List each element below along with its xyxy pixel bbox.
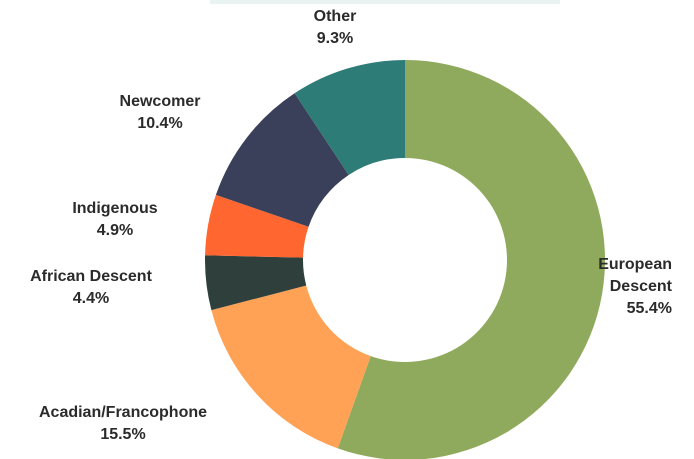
slice-acadian-francophone (211, 285, 371, 449)
slice-value-acadian-francophone: 15.5% (100, 426, 146, 443)
slice-label-acadian-francophone: Acadian/Francophone 15.5% (12, 402, 234, 446)
slice-name-african-descent: African Descent (30, 268, 152, 285)
slice-value-european-descent: 55.4% (626, 300, 672, 317)
slice-name-acadian-francophone: Acadian/Francophone (38, 404, 208, 421)
slice-value-newcomer: 10.4% (137, 115, 183, 132)
slice-african-descent (205, 255, 307, 311)
slice-name-other: Other (313, 8, 357, 25)
slice-name-european-descent-line1: European (598, 256, 672, 273)
slice-other (294, 60, 405, 175)
slice-value-indigenous: 4.9% (96, 222, 134, 239)
top-decorative-strip (210, 0, 560, 4)
slice-newcomer (215, 93, 349, 227)
slice-value-other: 9.3% (316, 30, 354, 47)
slice-label-newcomer: Newcomer 10.4% (90, 91, 230, 135)
slice-indigenous (205, 194, 309, 258)
slice-label-indigenous: Indigenous 4.9% (40, 198, 190, 242)
slice-name-european-descent-line2: Descent (609, 278, 672, 295)
slice-label-african-descent: African Descent 4.4% (5, 266, 177, 310)
slice-label-other: Other 9.3% (285, 6, 385, 50)
slice-name-newcomer: Newcomer (119, 93, 201, 110)
slice-name-indigenous: Indigenous (72, 200, 158, 217)
slice-label-european-descent: European Descent 55.4% (560, 254, 672, 320)
slice-european-descent (337, 60, 605, 459)
slice-value-african-descent: 4.4% (72, 290, 110, 307)
